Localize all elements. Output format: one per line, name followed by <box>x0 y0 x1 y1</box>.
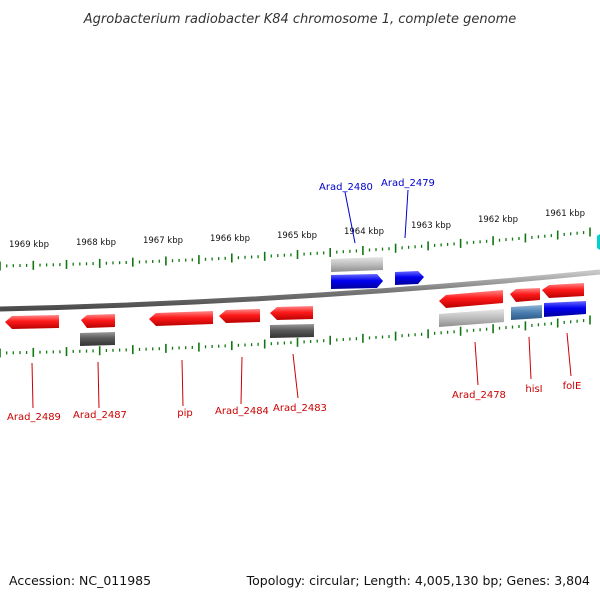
connector-arad-2478 <box>474 341 479 386</box>
genome-title: Agrobacterium radiobacter K84 chromosome… <box>83 12 516 27</box>
connector-pip <box>181 359 184 407</box>
connector-folE <box>566 332 572 377</box>
gene-label-hisI[interactable]: hisI <box>525 384 542 395</box>
gene-arad-2477[interactable] <box>439 309 504 327</box>
connector-arad-2483 <box>292 353 299 399</box>
upper-track-genes <box>331 257 424 289</box>
kbp-label-1963: 1963 kbp <box>411 221 451 231</box>
connector-arad-2487 <box>97 361 100 409</box>
gene-arad-2483[interactable] <box>270 324 314 338</box>
kbp-label-1961: 1961 kbp <box>545 209 585 219</box>
gene-pip[interactable] <box>149 311 213 326</box>
lower-track-genes <box>5 283 586 346</box>
connector-arad-2489 <box>31 362 34 409</box>
kbp-label-1966: 1966 kbp <box>210 234 250 244</box>
gene-folE-adjacent[interactable] <box>544 301 586 317</box>
gene-label-arad-2489[interactable]: Arad_2489 <box>7 412 61 423</box>
gene-labels: Arad_2480 Arad_2479 Arad_2489 Arad_2487 … <box>7 178 581 423</box>
chromosome-backbone <box>0 269 600 312</box>
kbp-label-1969: 1969 kbp <box>9 240 49 250</box>
kbp-label-1968: 1968 kbp <box>76 238 116 248</box>
outer-scale-ticks <box>0 227 591 271</box>
gene-label-folE[interactable]: folE <box>563 381 582 392</box>
gene-arad-2479[interactable] <box>395 271 424 285</box>
accession-text: Accession: NC_011985 <box>9 573 151 588</box>
gene-arad-2484[interactable] <box>270 306 313 320</box>
gene-arad-2485[interactable] <box>219 309 260 323</box>
gene-arad-2480[interactable] <box>331 274 383 289</box>
gene-label-arad-2484[interactable]: Arad_2484 <box>215 406 269 417</box>
inner-scale-ticks <box>0 315 591 358</box>
genome-summary-text: Topology: circular; Length: 4,005,130 bp… <box>246 573 590 588</box>
kbp-label-1962: 1962 kbp <box>478 215 518 225</box>
connector-arad-2480 <box>344 191 356 244</box>
gene-label-arad-2479[interactable]: Arad_2479 <box>381 178 435 189</box>
kbp-label-1967: 1967 kbp <box>143 236 183 246</box>
gene-hisE[interactable] <box>511 305 542 320</box>
gene-label-pip[interactable]: pip <box>177 408 192 419</box>
gene-label-arad-2483[interactable]: Arad_2483 <box>273 403 327 414</box>
connector-arad-2484 <box>240 356 243 405</box>
gene-arad-2478[interactable] <box>439 290 503 308</box>
kbp-label-1965: 1965 kbp <box>277 231 317 241</box>
gene-arad-2489[interactable] <box>5 315 59 329</box>
gene-hisI[interactable] <box>510 288 540 302</box>
gene-arad-2488[interactable] <box>81 314 115 328</box>
connector-hisI <box>528 336 532 380</box>
kbp-label-1964: 1964 kbp <box>344 227 384 237</box>
gene-arad-2480-shadow[interactable] <box>331 257 383 272</box>
gene-label-arad-2478[interactable]: Arad_2478 <box>452 390 506 401</box>
gene-label-arad-2480[interactable]: Arad_2480 <box>319 182 373 193</box>
gene-folE[interactable] <box>542 283 584 298</box>
gene-arad-2487[interactable] <box>80 332 115 346</box>
gene-label-arad-2487[interactable]: Arad_2487 <box>73 410 127 421</box>
kbp-scale-labels: 1969 kbp 1968 kbp 1967 kbp 1966 kbp 1965… <box>9 209 585 250</box>
connector-arad-2479 <box>404 189 409 239</box>
partial-feature-mark <box>597 234 600 250</box>
label-connectors <box>31 189 572 409</box>
